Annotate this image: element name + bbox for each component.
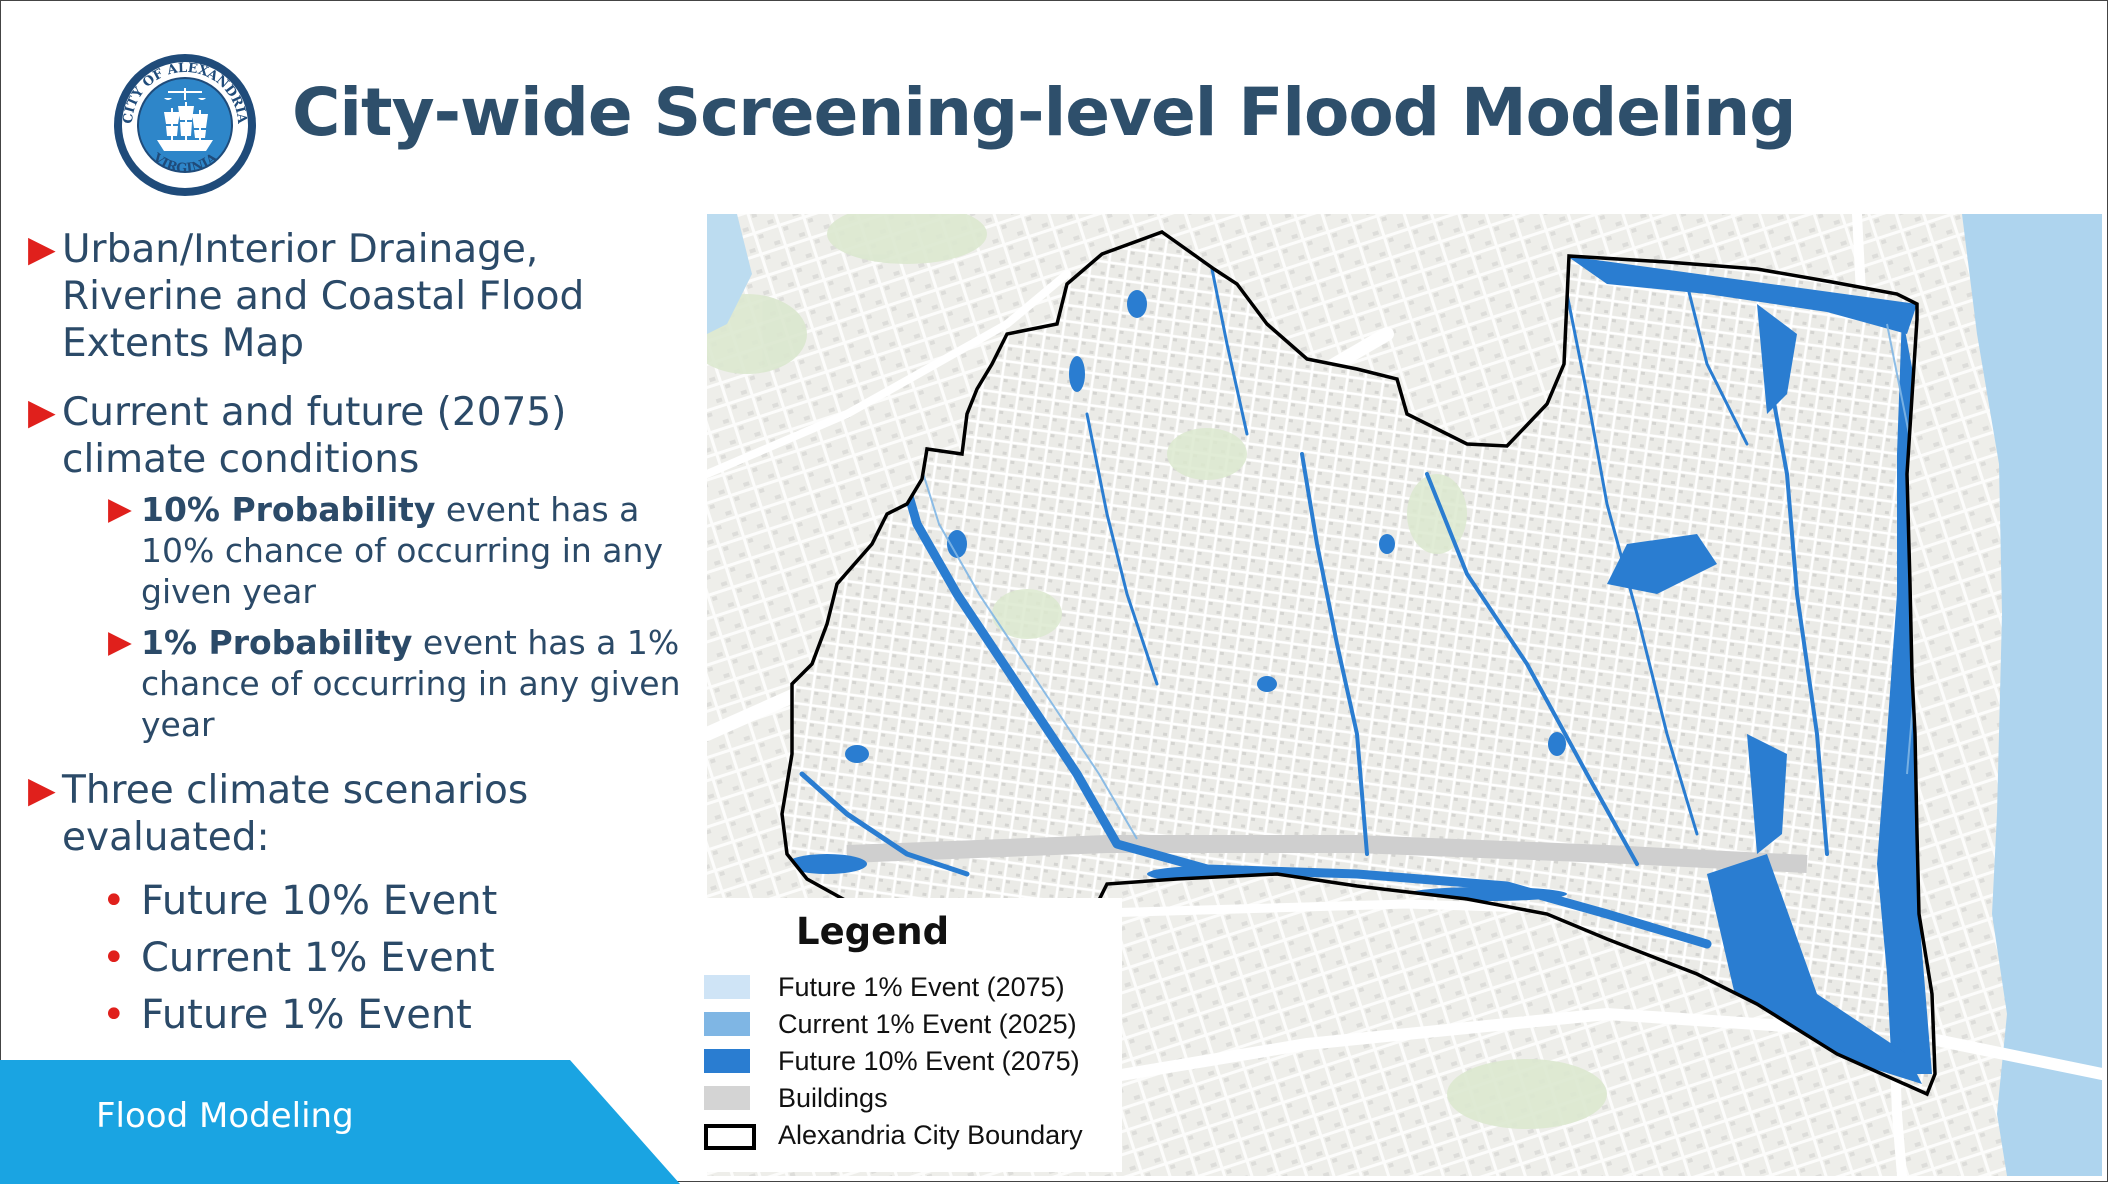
scenario-item: • Future 10% Event xyxy=(26,873,706,930)
map-legend: Legend Future 1% Event (2075) Current 1%… xyxy=(694,898,1122,1172)
red-triangle-icon: ▶ xyxy=(28,392,56,433)
bold-term: 1% Probability xyxy=(141,623,413,662)
bullet-text: Current and future (2075) climate condit… xyxy=(62,390,567,482)
bullet-text: Urban/Interior Drainage, Riverine and Co… xyxy=(62,227,585,366)
red-triangle-icon: ▶ xyxy=(108,491,132,527)
red-triangle-icon: ▶ xyxy=(28,229,56,270)
legend-swatch xyxy=(704,975,750,999)
scenario-label: Future 1% Event xyxy=(141,992,472,1038)
scenario-item: • Current 1% Event xyxy=(26,930,706,987)
legend-swatch xyxy=(704,1049,750,1073)
legend-label: Future 10% Event (2075) xyxy=(778,1046,1080,1076)
legend-swatch xyxy=(704,1012,750,1036)
legend-swatch xyxy=(704,1086,750,1110)
bullet-text: Three climate scenarios evaluated: xyxy=(62,768,529,860)
red-triangle-icon: ▶ xyxy=(28,770,56,811)
bullet-climate-conditions: ▶ Current and future (2075) climate cond… xyxy=(26,389,706,483)
bullet-three-scenarios: ▶ Three climate scenarios evaluated: xyxy=(26,767,706,861)
bullet-flood-extents: ▶ Urban/Interior Drainage, Riverine and … xyxy=(26,226,706,367)
scenario-label: Current 1% Event xyxy=(141,935,495,981)
legend-title: Legend xyxy=(796,910,950,953)
legend-label: Buildings xyxy=(778,1083,888,1113)
subbullet-text: event has a 1% chance of occurring in an… xyxy=(141,623,681,744)
legend-label: Alexandria City Boundary xyxy=(778,1120,1083,1150)
scenario-item: • Future 1% Event xyxy=(26,987,706,1044)
slide-title: City-wide Screening-level Flood Modeling xyxy=(292,74,1796,151)
bullet-list: ▶ Urban/Interior Drainage, Riverine and … xyxy=(26,226,706,1044)
city-seal-logo: CITY OF ALEXANDRIA VIRGINIA xyxy=(114,54,256,196)
red-dot-icon: • xyxy=(102,992,126,1038)
footer-label: Flood Modeling xyxy=(96,1096,354,1136)
subbullet-10-percent: ▶ 10% Probability event has a 10% chance… xyxy=(26,489,706,612)
red-triangle-icon: ▶ xyxy=(108,624,132,660)
legend-swatch xyxy=(704,1124,756,1150)
footer-banner xyxy=(0,1060,680,1184)
legend-label: Future 1% Event (2075) xyxy=(778,972,1065,1002)
subbullet-text: event has a 10% chance of occurring in a… xyxy=(141,490,663,611)
scenario-label: Future 10% Event xyxy=(141,878,498,924)
bold-term: 10% Probability xyxy=(141,490,436,529)
red-dot-icon: • xyxy=(102,878,126,924)
legend-label: Current 1% Event (2025) xyxy=(778,1009,1077,1039)
red-dot-icon: • xyxy=(102,935,126,981)
subbullet-1-percent: ▶ 1% Probability event has a 1% chance o… xyxy=(26,622,706,745)
